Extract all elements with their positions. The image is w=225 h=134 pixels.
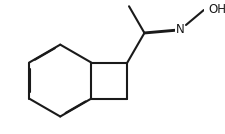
- Text: N: N: [175, 23, 184, 36]
- Text: OH: OH: [207, 3, 225, 16]
